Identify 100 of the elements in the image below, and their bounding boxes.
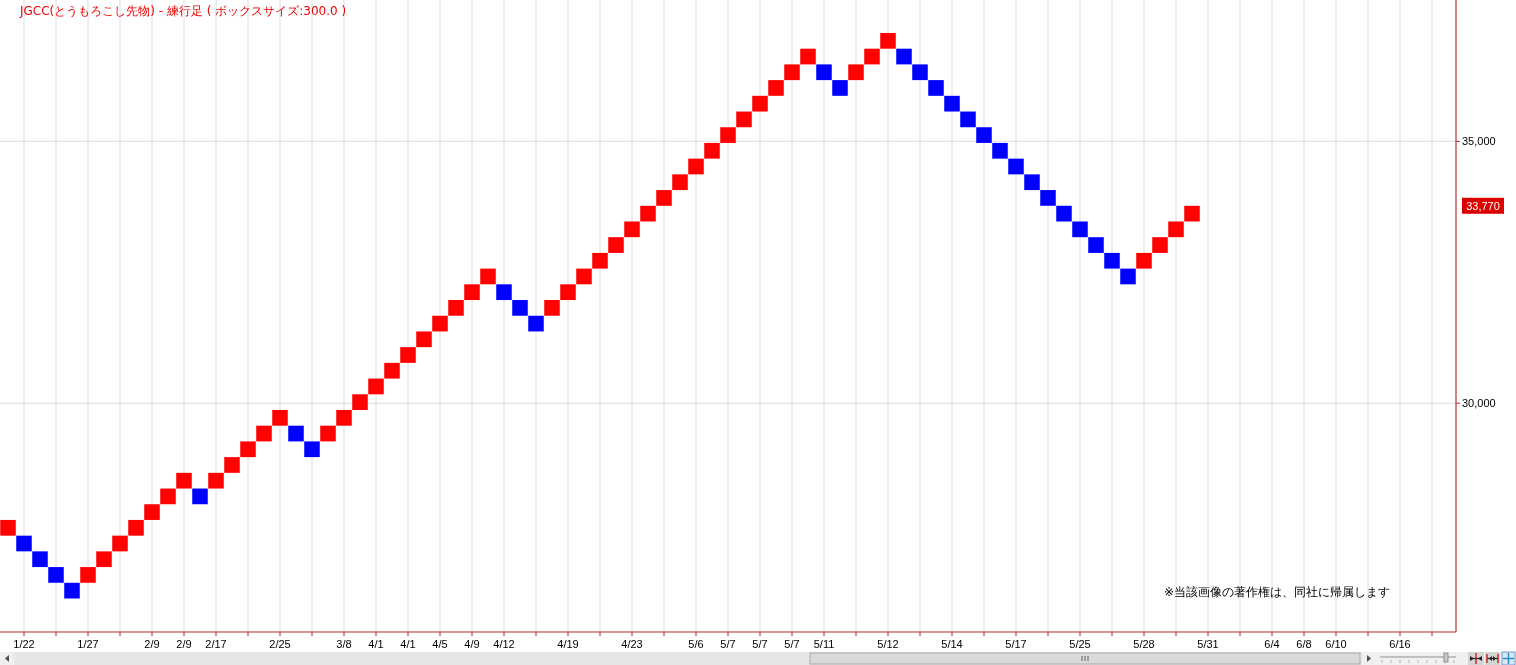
- bar: [992, 142, 1008, 159]
- bar: [608, 237, 624, 253]
- bar: [832, 80, 848, 96]
- bar: [640, 205, 656, 222]
- bar: [1168, 221, 1184, 238]
- x-tick-label: 5/25: [1069, 638, 1091, 650]
- bar: [800, 48, 816, 65]
- bar: [928, 80, 944, 96]
- y-tick-label: 35,000: [1462, 135, 1496, 148]
- x-tick-label: 2/25: [269, 638, 291, 650]
- x-tick-label: 4/9: [464, 638, 480, 650]
- bar: [80, 567, 96, 583]
- bar: [240, 441, 256, 458]
- bar: [1104, 252, 1120, 269]
- x-tick-label: 5/11: [813, 638, 835, 650]
- x-tick-label: 4/1: [368, 638, 384, 650]
- bar: [544, 300, 560, 316]
- bar: [704, 142, 720, 159]
- bar: [432, 315, 448, 332]
- bar: [464, 284, 480, 301]
- bar: [688, 158, 704, 175]
- x-tick-label: 5/31: [1197, 638, 1219, 650]
- bar: [368, 378, 384, 395]
- bar: [720, 127, 736, 143]
- x-tick-label: 2/17: [205, 638, 227, 650]
- bar: [1024, 174, 1040, 191]
- x-tick-label: 6/8: [1296, 638, 1312, 650]
- text: 33,770: [1466, 199, 1500, 212]
- bar: [416, 331, 432, 348]
- bar: [1056, 205, 1072, 222]
- bar: [864, 48, 880, 65]
- bar: [784, 64, 800, 81]
- x-tick-label: 2/9: [176, 638, 192, 650]
- bar: [16, 535, 32, 552]
- bar: [880, 32, 896, 49]
- bar: [288, 425, 304, 442]
- bar: [112, 535, 128, 552]
- bar: [256, 425, 272, 442]
- bar: [592, 252, 608, 269]
- x-tick-label: 3/8: [336, 638, 352, 650]
- bar: [848, 64, 864, 81]
- bar: [0, 519, 16, 536]
- bar: [208, 472, 224, 489]
- bar: [656, 190, 672, 206]
- bar: [400, 347, 416, 363]
- x-tick-label: 1/27: [77, 638, 99, 650]
- bar: [272, 409, 288, 426]
- y-tick-label: 30,000: [1462, 397, 1496, 410]
- bar: [160, 488, 176, 505]
- bar: [1152, 237, 1168, 253]
- bar: [1184, 205, 1200, 222]
- bar: [496, 284, 512, 301]
- x-tick-label: 6/16: [1389, 638, 1411, 650]
- bar: [1088, 237, 1104, 253]
- bar: [48, 567, 64, 583]
- bar: [128, 519, 144, 536]
- x-tick-label: 5/7: [784, 638, 800, 650]
- bar: [1120, 268, 1136, 285]
- bar: [752, 95, 768, 112]
- bar: [624, 221, 640, 238]
- bar: [224, 457, 240, 473]
- x-tick-label: 4/1: [400, 638, 416, 650]
- x-tick-label: 2/9: [144, 638, 160, 650]
- x-tick-label: 5/17: [1005, 638, 1027, 650]
- annotation: ※当該画像の著作権は、同社に帰属します: [1163, 585, 1390, 599]
- bar: [64, 582, 80, 599]
- bar: [1040, 190, 1056, 206]
- x-tick-label: 4/23: [621, 638, 643, 650]
- x-tick-label: 4/5: [432, 638, 448, 650]
- x-tick-label: 5/12: [877, 638, 899, 650]
- bar: [176, 472, 192, 489]
- bar: [352, 394, 368, 410]
- bar: [976, 127, 992, 143]
- x-tick-label: 5/14: [941, 638, 963, 650]
- bar: [1072, 221, 1088, 238]
- bar: [960, 111, 976, 128]
- x-tick-label: 5/7: [720, 638, 736, 650]
- x-tick-label: 1/22: [13, 638, 35, 650]
- chart-title: JGCC(とうもろこし先物) - 練行足 ( ボックスサイズ:300.0 ): [19, 4, 347, 18]
- bar: [336, 409, 352, 426]
- bar: [320, 425, 336, 442]
- bar: [736, 111, 752, 128]
- bar: [1136, 252, 1152, 269]
- x-tick-label: 5/28: [1133, 638, 1155, 650]
- bar: [672, 174, 688, 191]
- bar: [896, 48, 912, 65]
- x-tick-label: 5/6: [688, 638, 704, 650]
- bar: [576, 268, 592, 285]
- bar: [480, 268, 496, 285]
- x-tick-label: 6/10: [1325, 638, 1347, 650]
- bar: [304, 441, 320, 458]
- bar: [944, 95, 960, 112]
- bar: [528, 315, 544, 332]
- bar: [384, 362, 400, 379]
- x-tick-label: 4/19: [557, 638, 579, 650]
- bar: [144, 504, 160, 520]
- x-tick-label: 4/12: [493, 638, 515, 650]
- bar: [512, 300, 528, 316]
- bar: [192, 488, 208, 505]
- bar: [768, 80, 784, 96]
